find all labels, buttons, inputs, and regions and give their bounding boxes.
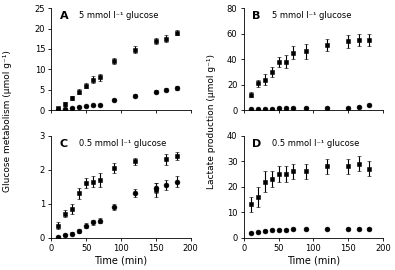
Text: Glucose metabolism (μmol g⁻¹): Glucose metabolism (μmol g⁻¹) xyxy=(4,50,12,193)
Text: 0.5 mmol l⁻¹ glucose: 0.5 mmol l⁻¹ glucose xyxy=(79,139,167,148)
Text: 0.5 mmol l⁻¹ glucose: 0.5 mmol l⁻¹ glucose xyxy=(272,139,359,148)
X-axis label: Time (min): Time (min) xyxy=(94,256,148,266)
Text: 5 mmol l⁻¹ glucose: 5 mmol l⁻¹ glucose xyxy=(272,11,351,20)
Text: C: C xyxy=(60,139,68,149)
Text: 5 mmol l⁻¹ glucose: 5 mmol l⁻¹ glucose xyxy=(79,11,159,20)
Text: D: D xyxy=(252,139,261,149)
X-axis label: Time (min): Time (min) xyxy=(287,256,340,266)
Text: B: B xyxy=(252,11,260,21)
Text: Lactate production (μmol g⁻¹): Lactate production (μmol g⁻¹) xyxy=(207,54,216,189)
Text: A: A xyxy=(60,11,68,21)
